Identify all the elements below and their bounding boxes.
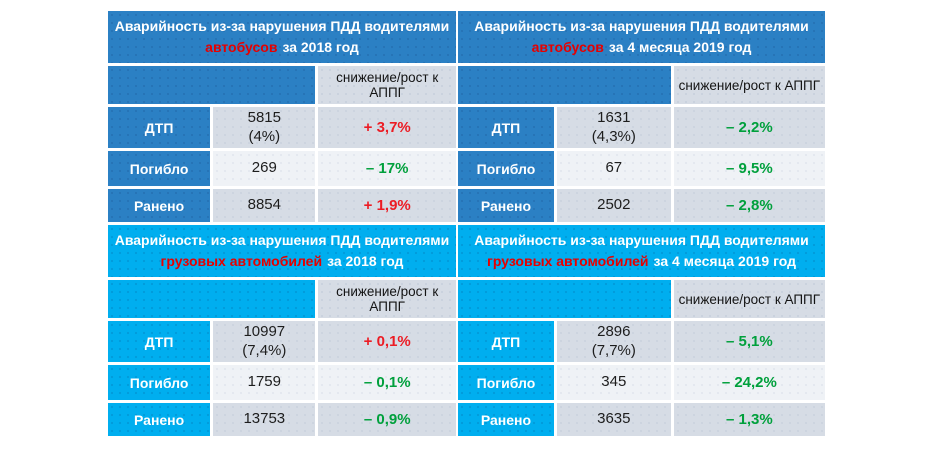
value-cell-dtp: 5815 (4%) bbox=[213, 107, 316, 148]
row-label-dtp: ДТП bbox=[108, 321, 211, 362]
value-note: (7,7%) bbox=[591, 341, 636, 359]
value-number: 3635 bbox=[597, 410, 631, 428]
change-cell-injured: – 1,3% bbox=[673, 403, 825, 436]
value-number: 13753 bbox=[243, 410, 286, 428]
change-cell-dtp: + 3,7% bbox=[318, 107, 456, 148]
header-highlight: грузовых автомобилей bbox=[487, 253, 649, 269]
header-line2: автобусов за 4 месяца 2019 год bbox=[532, 37, 752, 58]
change-cell-injured: – 0,9% bbox=[318, 403, 456, 436]
subheader-blank-cell bbox=[108, 280, 316, 318]
change-column-header: снижение/рост к АППГ bbox=[673, 66, 825, 104]
change-cell-dtp: – 2,2% bbox=[673, 107, 825, 148]
row-label-injured: Ранено bbox=[458, 403, 554, 436]
value-cell-deaths: 1759 bbox=[213, 365, 316, 400]
row-label-dtp: ДТП bbox=[458, 107, 554, 148]
value-cell-injured: 13753 bbox=[213, 403, 316, 436]
header-highlight: грузовых автомобилей bbox=[160, 253, 323, 269]
header-suffix: за 4 месяца 2019 год bbox=[608, 39, 752, 55]
change-cell-dtp: + 0,1% bbox=[318, 321, 456, 362]
value-cell-dtp: 10997 (7,4%) bbox=[213, 321, 316, 362]
change-cell-deaths: – 9,5% bbox=[673, 151, 825, 186]
header-line1: Аварийность из-за нарушения ПДД водителя… bbox=[474, 232, 809, 248]
table-header-trucks-4months-2019: Аварийность из-за нарушения ПДД водителя… bbox=[458, 225, 825, 277]
value-cell-dtp: 1631 (4,3%) bbox=[556, 107, 671, 148]
change-column-header: снижение/рост к АППГ bbox=[318, 66, 456, 104]
row-label-injured: Ранено bbox=[108, 403, 211, 436]
header-line2: автобусов за 2018 год bbox=[205, 37, 359, 58]
table-buses-4months-2019: Аварийность из-за нарушения ПДД водителя… bbox=[458, 11, 825, 222]
change-column-header: снижение/рост к АППГ bbox=[318, 280, 456, 318]
header-highlight: автобусов bbox=[531, 39, 604, 55]
header-line1: Аварийность из-за нарушения ПДД водителя… bbox=[114, 18, 450, 34]
header-line1: Аварийность из-за нарушения ПДД водителя… bbox=[474, 18, 809, 34]
change-cell-deaths: – 17% bbox=[318, 151, 456, 186]
tables-grid: Аварийность из-за нарушения ПДД водителя… bbox=[108, 11, 825, 436]
value-number: 1631 bbox=[597, 108, 631, 126]
row-label-deaths: Погибло bbox=[458, 365, 554, 400]
header-suffix: за 2018 год bbox=[282, 39, 359, 55]
header-suffix: за 4 месяца 2019 год bbox=[653, 253, 796, 269]
value-number: 8854 bbox=[247, 196, 281, 214]
change-cell-dtp: – 5,1% bbox=[673, 321, 825, 362]
value-number: 2896 bbox=[597, 322, 631, 340]
value-number: 2502 bbox=[597, 196, 631, 214]
subheader-blank-cell bbox=[458, 280, 671, 318]
value-number: 1759 bbox=[247, 373, 281, 391]
change-cell-injured: – 2,8% bbox=[673, 189, 825, 222]
value-cell-injured: 2502 bbox=[556, 189, 671, 222]
row-label-deaths: Погибло bbox=[108, 365, 211, 400]
value-note: (4%) bbox=[248, 127, 281, 145]
row-label-deaths: Погибло bbox=[108, 151, 211, 186]
value-note: (7,4%) bbox=[242, 341, 287, 359]
row-label-deaths: Погибло bbox=[458, 151, 554, 186]
value-note: (4,3%) bbox=[591, 127, 636, 145]
value-cell-dtp: 2896 (7,7%) bbox=[556, 321, 671, 362]
row-label-injured: Ранено bbox=[458, 189, 554, 222]
value-cell-deaths: 345 bbox=[556, 365, 671, 400]
value-number: 5815 bbox=[247, 108, 281, 126]
value-number: 269 bbox=[251, 159, 277, 177]
header-suffix: за 2018 год bbox=[327, 253, 404, 269]
subheader-blank-cell bbox=[108, 66, 316, 104]
table-header-buses-2018: Аварийность из-за нарушения ПДД водителя… bbox=[108, 11, 456, 63]
value-cell-injured: 3635 bbox=[556, 403, 671, 436]
table-header-trucks-2018: Аварийность из-за нарушения ПДД водителя… bbox=[108, 225, 456, 277]
row-label-dtp: ДТП bbox=[108, 107, 211, 148]
subheader-blank-cell bbox=[458, 66, 671, 104]
value-cell-injured: 8854 bbox=[213, 189, 316, 222]
change-column-header: снижение/рост к АППГ bbox=[673, 280, 825, 318]
header-line2: грузовых автомобилей за 4 месяца 2019 год bbox=[487, 251, 796, 272]
header-highlight: автобусов bbox=[205, 39, 278, 55]
value-number: 10997 bbox=[243, 322, 286, 340]
row-label-injured: Ранено bbox=[108, 189, 211, 222]
table-buses-2018: Аварийность из-за нарушения ПДД водителя… bbox=[108, 11, 456, 222]
table-trucks-4months-2019: Аварийность из-за нарушения ПДД водителя… bbox=[458, 225, 825, 436]
header-line2: грузовых автомобилей за 2018 год bbox=[161, 251, 404, 272]
table-trucks-2018: Аварийность из-за нарушения ПДД водителя… bbox=[108, 225, 456, 436]
change-cell-deaths: – 24,2% bbox=[673, 365, 825, 400]
value-number: 67 bbox=[605, 159, 623, 177]
value-number: 345 bbox=[601, 373, 627, 391]
change-cell-injured: + 1,9% bbox=[318, 189, 456, 222]
change-cell-deaths: – 0,1% bbox=[318, 365, 456, 400]
table-header-buses-4months-2019: Аварийность из-за нарушения ПДД водителя… bbox=[458, 11, 825, 63]
value-cell-deaths: 269 bbox=[213, 151, 316, 186]
value-cell-deaths: 67 bbox=[556, 151, 671, 186]
header-line1: Аварийность из-за нарушения ПДД водителя… bbox=[114, 232, 450, 248]
row-label-dtp: ДТП bbox=[458, 321, 554, 362]
